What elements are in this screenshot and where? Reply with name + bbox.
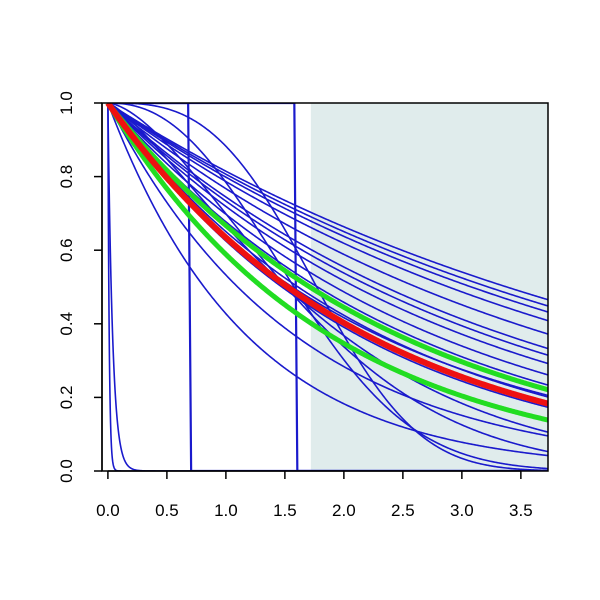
series-line-4	[107, 103, 548, 322]
series-line-18	[107, 103, 548, 471]
series-line-8	[107, 103, 548, 365]
series-line-20	[107, 103, 548, 471]
x-tick-label: 1.5	[273, 501, 297, 520]
x-tick-label: 2.5	[391, 501, 415, 520]
series-line-7	[107, 103, 548, 356]
y-tick-label: 0.8	[57, 165, 76, 189]
x-tick-label: 0.5	[155, 501, 179, 520]
series-line-2	[107, 103, 548, 307]
series-line-3	[107, 103, 548, 313]
x-tick-label: 3.5	[509, 501, 533, 520]
series-line-24	[105, 103, 548, 393]
y-tick-label: 0.0	[57, 459, 76, 483]
series-line-23	[107, 103, 548, 471]
y-tick-label: 0.6	[57, 238, 76, 262]
x-tick-label: 0.0	[96, 501, 120, 520]
series-line-6	[107, 103, 548, 350]
shaded-region	[310, 103, 548, 471]
x-tick-label: 2.0	[332, 501, 356, 520]
series-line-13	[107, 103, 548, 437]
series-line-17	[107, 103, 548, 470]
curve-group	[105, 103, 548, 471]
series-line-21	[107, 103, 548, 471]
y-axis: 0.0 0.2 0.4 0.6 0.8 1.0	[57, 91, 103, 483]
x-tick-label: 3.0	[450, 501, 474, 520]
y-tick-label: 0.2	[57, 386, 76, 410]
series-line-1	[107, 103, 548, 301]
series-line-26	[105, 103, 548, 407]
series-line-25	[105, 103, 548, 423]
series-line-15	[107, 103, 548, 433]
series-line-14	[107, 103, 548, 457]
series-line-9	[107, 103, 548, 376]
x-tick-label: 1.0	[214, 501, 238, 520]
x-axis: 0.0 0.5 1.0 1.5 2.0 2.5 3.0 3.5	[96, 470, 533, 520]
y-tick-label: 0.4	[57, 312, 76, 336]
y-tick-label: 1.0	[57, 91, 76, 115]
